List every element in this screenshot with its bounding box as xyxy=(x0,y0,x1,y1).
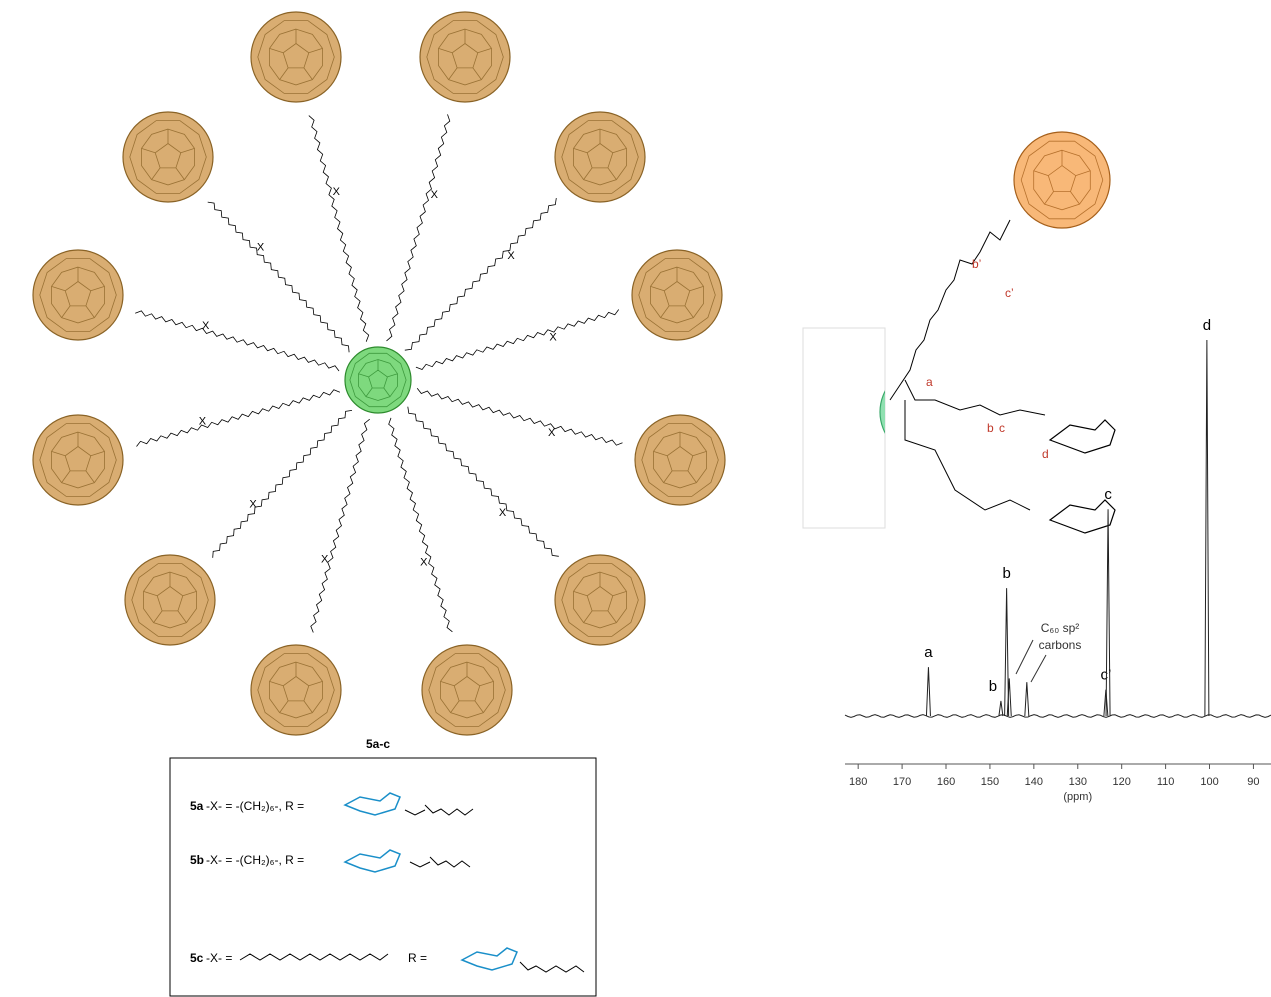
row-text: -X- = -(CH₂)₆-, R = xyxy=(206,853,304,867)
figure-canvas: X X X X X X X X X X X X 5a-c 5a -X- = -(CH₂)₆-, R =… xyxy=(0,0,1271,997)
row-text: -X- = -(CH₂)₆-, R = xyxy=(206,799,304,813)
compound-label: 5a-c xyxy=(366,737,390,751)
x-tick-label: 180 xyxy=(849,776,867,788)
x-tick-label: 110 xyxy=(1157,776,1175,788)
linker-label: X xyxy=(202,320,210,332)
fullerene xyxy=(125,555,215,645)
figure: X X X X X X X X X X X X 5a-c 5a -X- = -(CH₂)₆-, R =… xyxy=(0,0,1271,997)
legend-box xyxy=(170,758,596,996)
linker-sketch xyxy=(240,805,584,972)
peak-assignment: b’ xyxy=(972,257,981,271)
linker-label: X xyxy=(420,556,428,568)
row-text: R = xyxy=(408,951,427,965)
fullerene xyxy=(880,367,970,457)
legend-rows: 5a -X- = -(CH₂)₆-, R = 5b -X- = -(CH₂)₆-… xyxy=(190,793,584,972)
chain xyxy=(890,220,1045,510)
peak-assignment: a xyxy=(926,375,933,389)
linker xyxy=(135,311,339,371)
linker-label: X xyxy=(249,498,257,510)
linker xyxy=(405,198,557,350)
fullerene xyxy=(422,645,512,735)
sugar-sketch xyxy=(345,793,517,970)
x-tick-label: 170 xyxy=(893,776,911,788)
linker-label: X xyxy=(548,427,556,439)
linker xyxy=(389,418,453,632)
peak xyxy=(999,701,1003,716)
x-tick-label: 140 xyxy=(1025,776,1043,788)
linker xyxy=(416,310,619,370)
x-tick-label: 100 xyxy=(1200,776,1218,788)
fullerene xyxy=(251,12,341,102)
peak-assignment: c xyxy=(999,421,1005,435)
peak-label: b xyxy=(989,678,997,695)
peak-label: c xyxy=(1104,486,1112,503)
x-tick-label: 160 xyxy=(937,776,955,788)
linker xyxy=(408,407,559,557)
linker xyxy=(137,390,340,447)
fullerene xyxy=(555,112,645,202)
fullerene xyxy=(1014,132,1110,228)
peak xyxy=(1205,340,1209,716)
x-tick-label: 150 xyxy=(981,776,999,788)
x-axis-label: (ppm) xyxy=(1063,791,1092,803)
fullerene xyxy=(123,112,213,202)
peak-label: a xyxy=(924,644,933,661)
fullerene xyxy=(632,250,722,340)
dendrimer-diagram: X X X X X X X X X X X X xyxy=(33,12,725,735)
fullerene xyxy=(555,555,645,645)
row-id: 5b xyxy=(190,853,204,867)
linker xyxy=(387,114,450,341)
x-tick-label: 130 xyxy=(1069,776,1087,788)
linker-label: X xyxy=(431,189,439,201)
baseline xyxy=(845,715,1271,718)
peak xyxy=(1025,682,1029,716)
row-id: 5c xyxy=(190,951,204,965)
peak-assignment: c’ xyxy=(1005,286,1014,300)
linker-label: X xyxy=(499,507,507,519)
fullerene xyxy=(251,645,341,735)
linker-label: X xyxy=(321,553,329,565)
annotation: carbons xyxy=(1039,638,1082,652)
peak-assignment: d xyxy=(1042,447,1049,461)
linker xyxy=(208,202,349,352)
peak-assignment: b xyxy=(987,421,994,435)
partial-fullerene xyxy=(880,367,970,457)
peak xyxy=(926,667,930,716)
fullerene xyxy=(33,415,123,505)
sugar xyxy=(1050,420,1115,533)
linker xyxy=(417,388,622,445)
peak-label: d xyxy=(1203,317,1211,334)
x-tick-label: 90 xyxy=(1247,776,1259,788)
linker xyxy=(309,116,369,342)
row-text: -X- = xyxy=(206,951,232,965)
peak-label: b xyxy=(1002,565,1010,582)
linker xyxy=(311,419,370,632)
fullerene xyxy=(33,250,123,340)
x-tick-label: 120 xyxy=(1113,776,1131,788)
linker-label: X xyxy=(507,250,515,262)
linker-label: X xyxy=(333,186,341,198)
fullerene xyxy=(345,347,411,413)
linker-label: X xyxy=(257,242,265,254)
linker-label: X xyxy=(549,331,557,343)
row-id: 5a xyxy=(190,799,204,813)
peak xyxy=(1106,509,1110,716)
inset-frame xyxy=(803,328,885,528)
annotation-title: C₆₀ sp² xyxy=(1041,621,1080,635)
linker xyxy=(213,410,352,557)
fullerene xyxy=(635,415,725,505)
fullerene xyxy=(420,12,510,102)
linker-label: X xyxy=(199,416,207,428)
